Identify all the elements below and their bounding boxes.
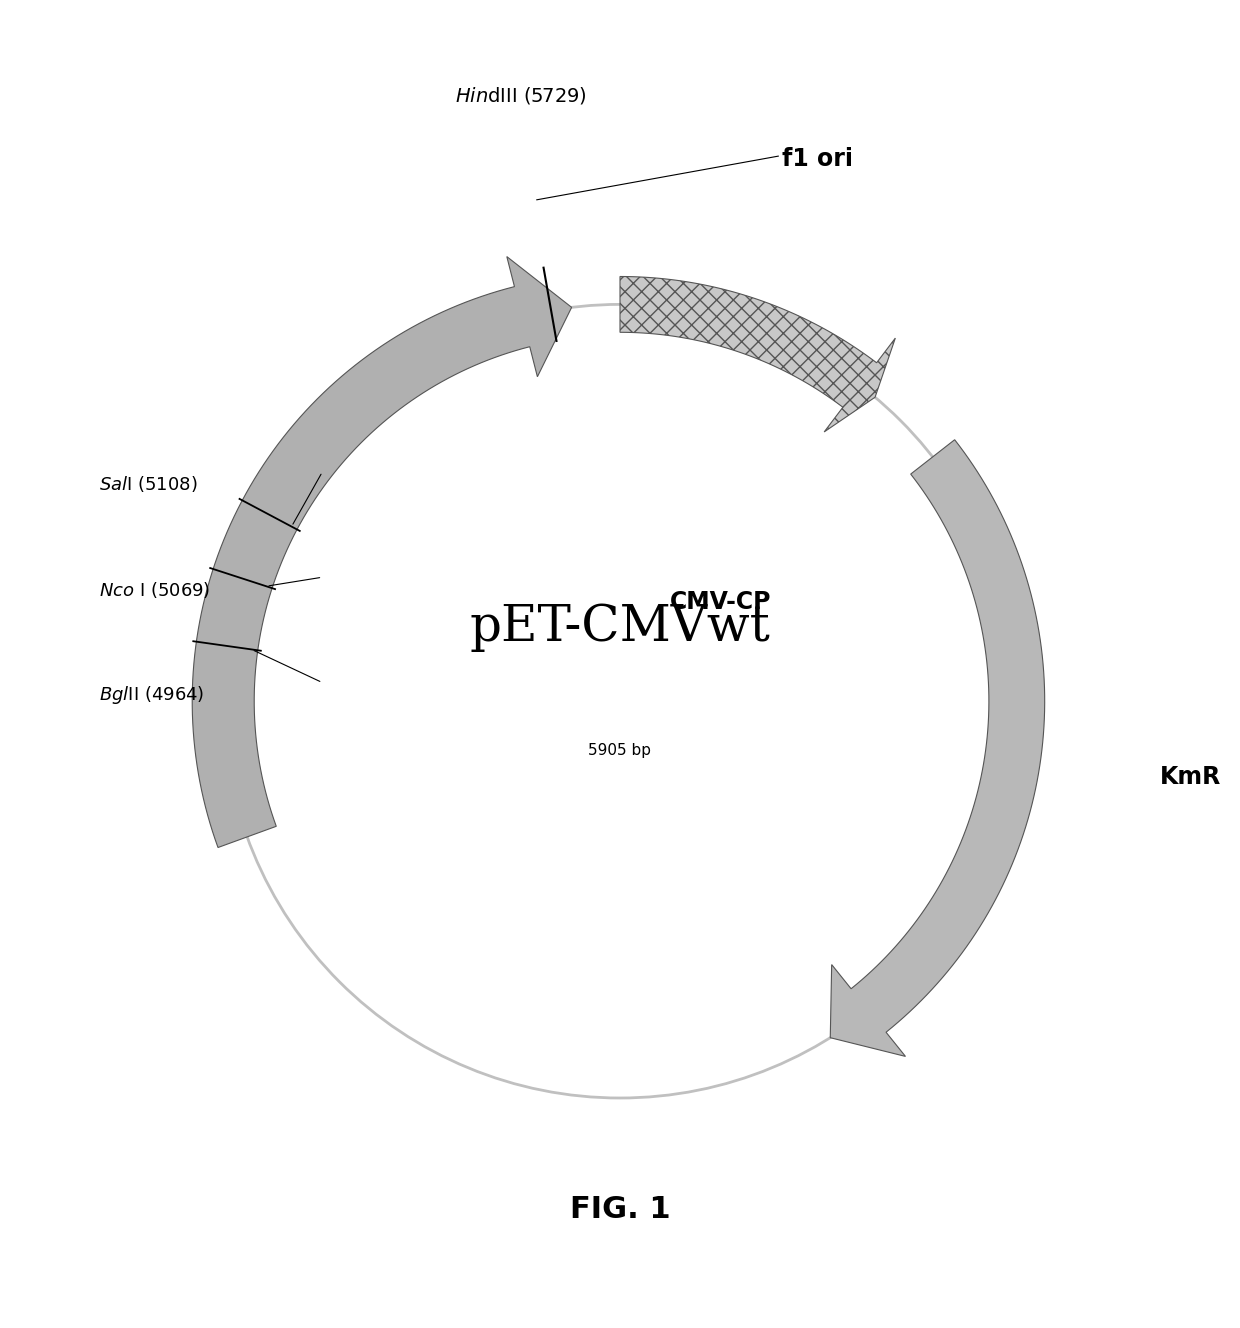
Text: KmR: KmR — [1161, 765, 1221, 789]
Text: $\mathit{Bgl}$II (4964): $\mathit{Bgl}$II (4964) — [99, 684, 205, 706]
Text: pET-CMVwt: pET-CMVwt — [470, 602, 770, 652]
Text: CMV-CP: CMV-CP — [670, 590, 771, 614]
Text: $\mathit{Hin}$dIII (5729): $\mathit{Hin}$dIII (5729) — [455, 85, 587, 106]
Text: FIG. 1: FIG. 1 — [569, 1195, 671, 1224]
Text: $\mathit{Sal}$I (5108): $\mathit{Sal}$I (5108) — [99, 474, 198, 494]
Text: $\mathit{Nco}$ I (5069): $\mathit{Nco}$ I (5069) — [99, 579, 211, 600]
Text: 5905 bp: 5905 bp — [589, 744, 651, 758]
Polygon shape — [620, 276, 895, 432]
Polygon shape — [192, 256, 572, 847]
Polygon shape — [831, 440, 1044, 1056]
Text: f1 ori: f1 ori — [781, 146, 853, 170]
